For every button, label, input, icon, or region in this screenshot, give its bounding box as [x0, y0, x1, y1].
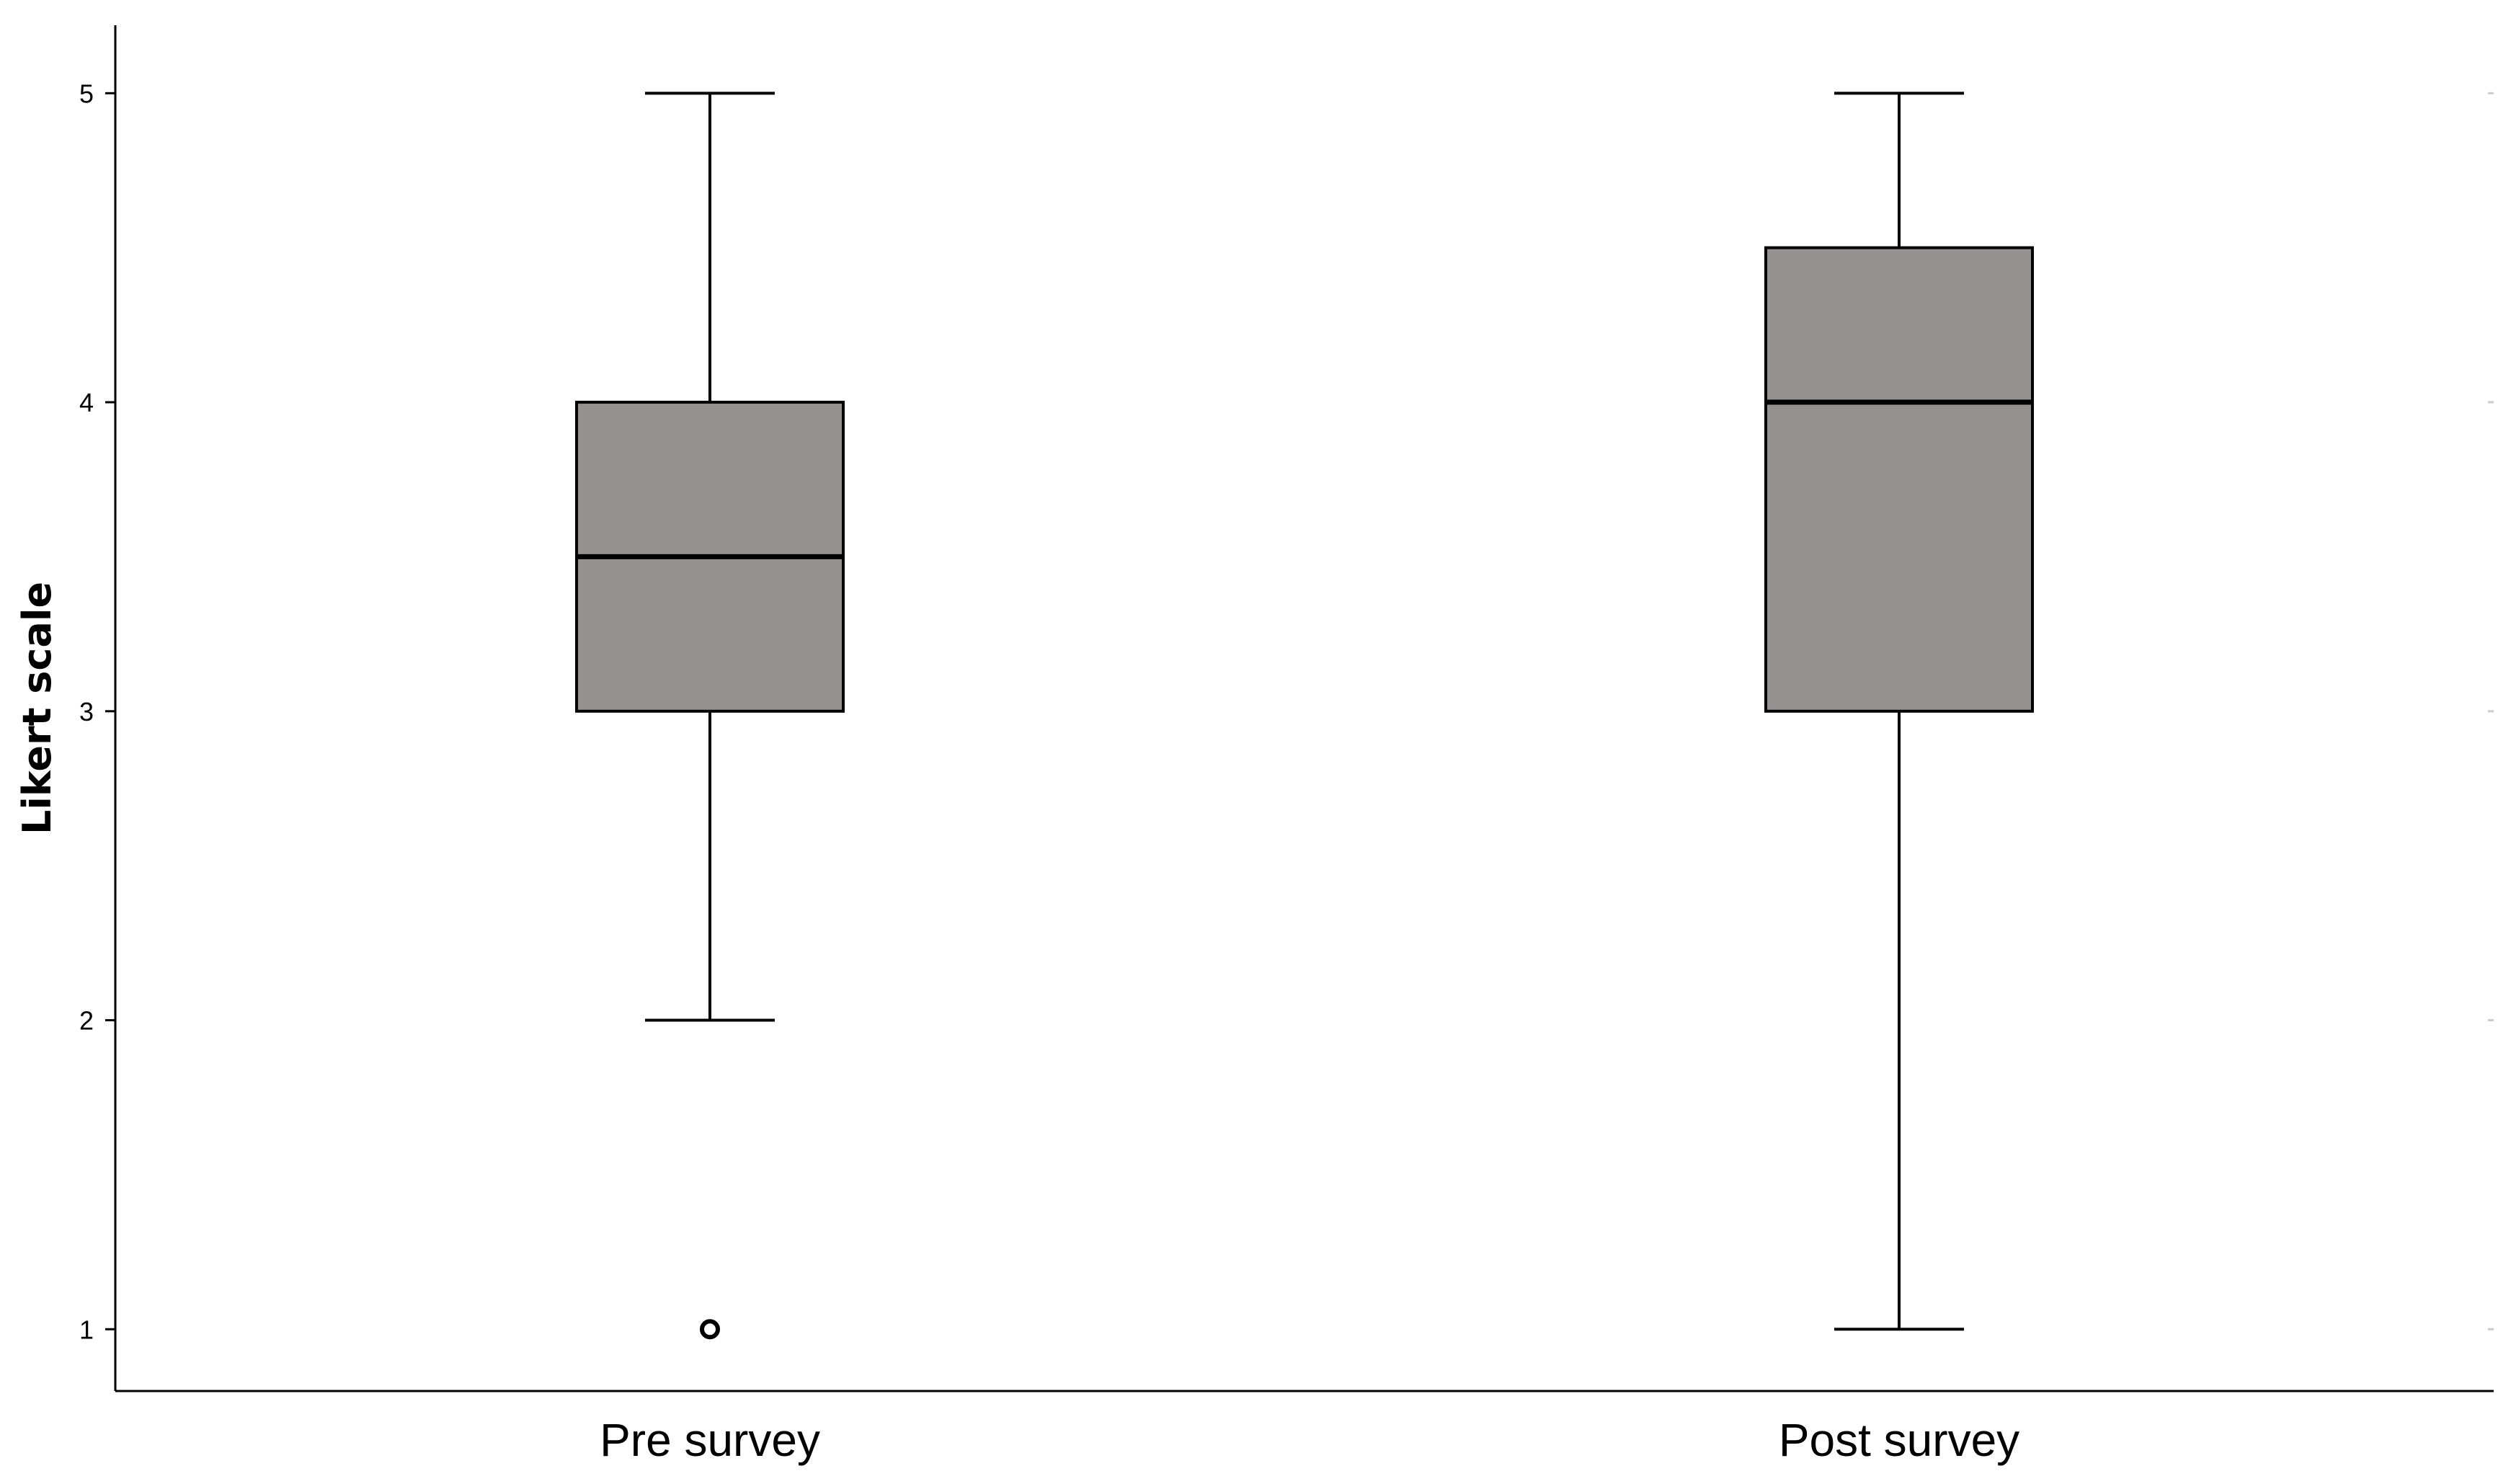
y-tick-label: 3 [79, 697, 94, 727]
category-labels: Pre survey Post survey [600, 1414, 2019, 1466]
y-tick-label: 1 [79, 1315, 94, 1344]
axes [114, 25, 2494, 1392]
box-2 [1764, 92, 2034, 1331]
x-category-label: Post survey [1779, 1414, 2019, 1466]
iqr-box [1764, 246, 2034, 713]
y-tick-label: 2 [79, 1006, 94, 1036]
x-category-label: Pre survey [600, 1414, 820, 1466]
y-axis-ticks: 1 2 3 4 5 [79, 79, 2494, 1344]
y-tick-label: 5 [79, 79, 94, 108]
outlier-point [700, 1319, 720, 1340]
boxes [575, 92, 2034, 1340]
y-tick-label: 4 [79, 388, 94, 417]
box-1 [575, 92, 845, 1340]
y-axis-title: Likert scale [14, 582, 60, 835]
